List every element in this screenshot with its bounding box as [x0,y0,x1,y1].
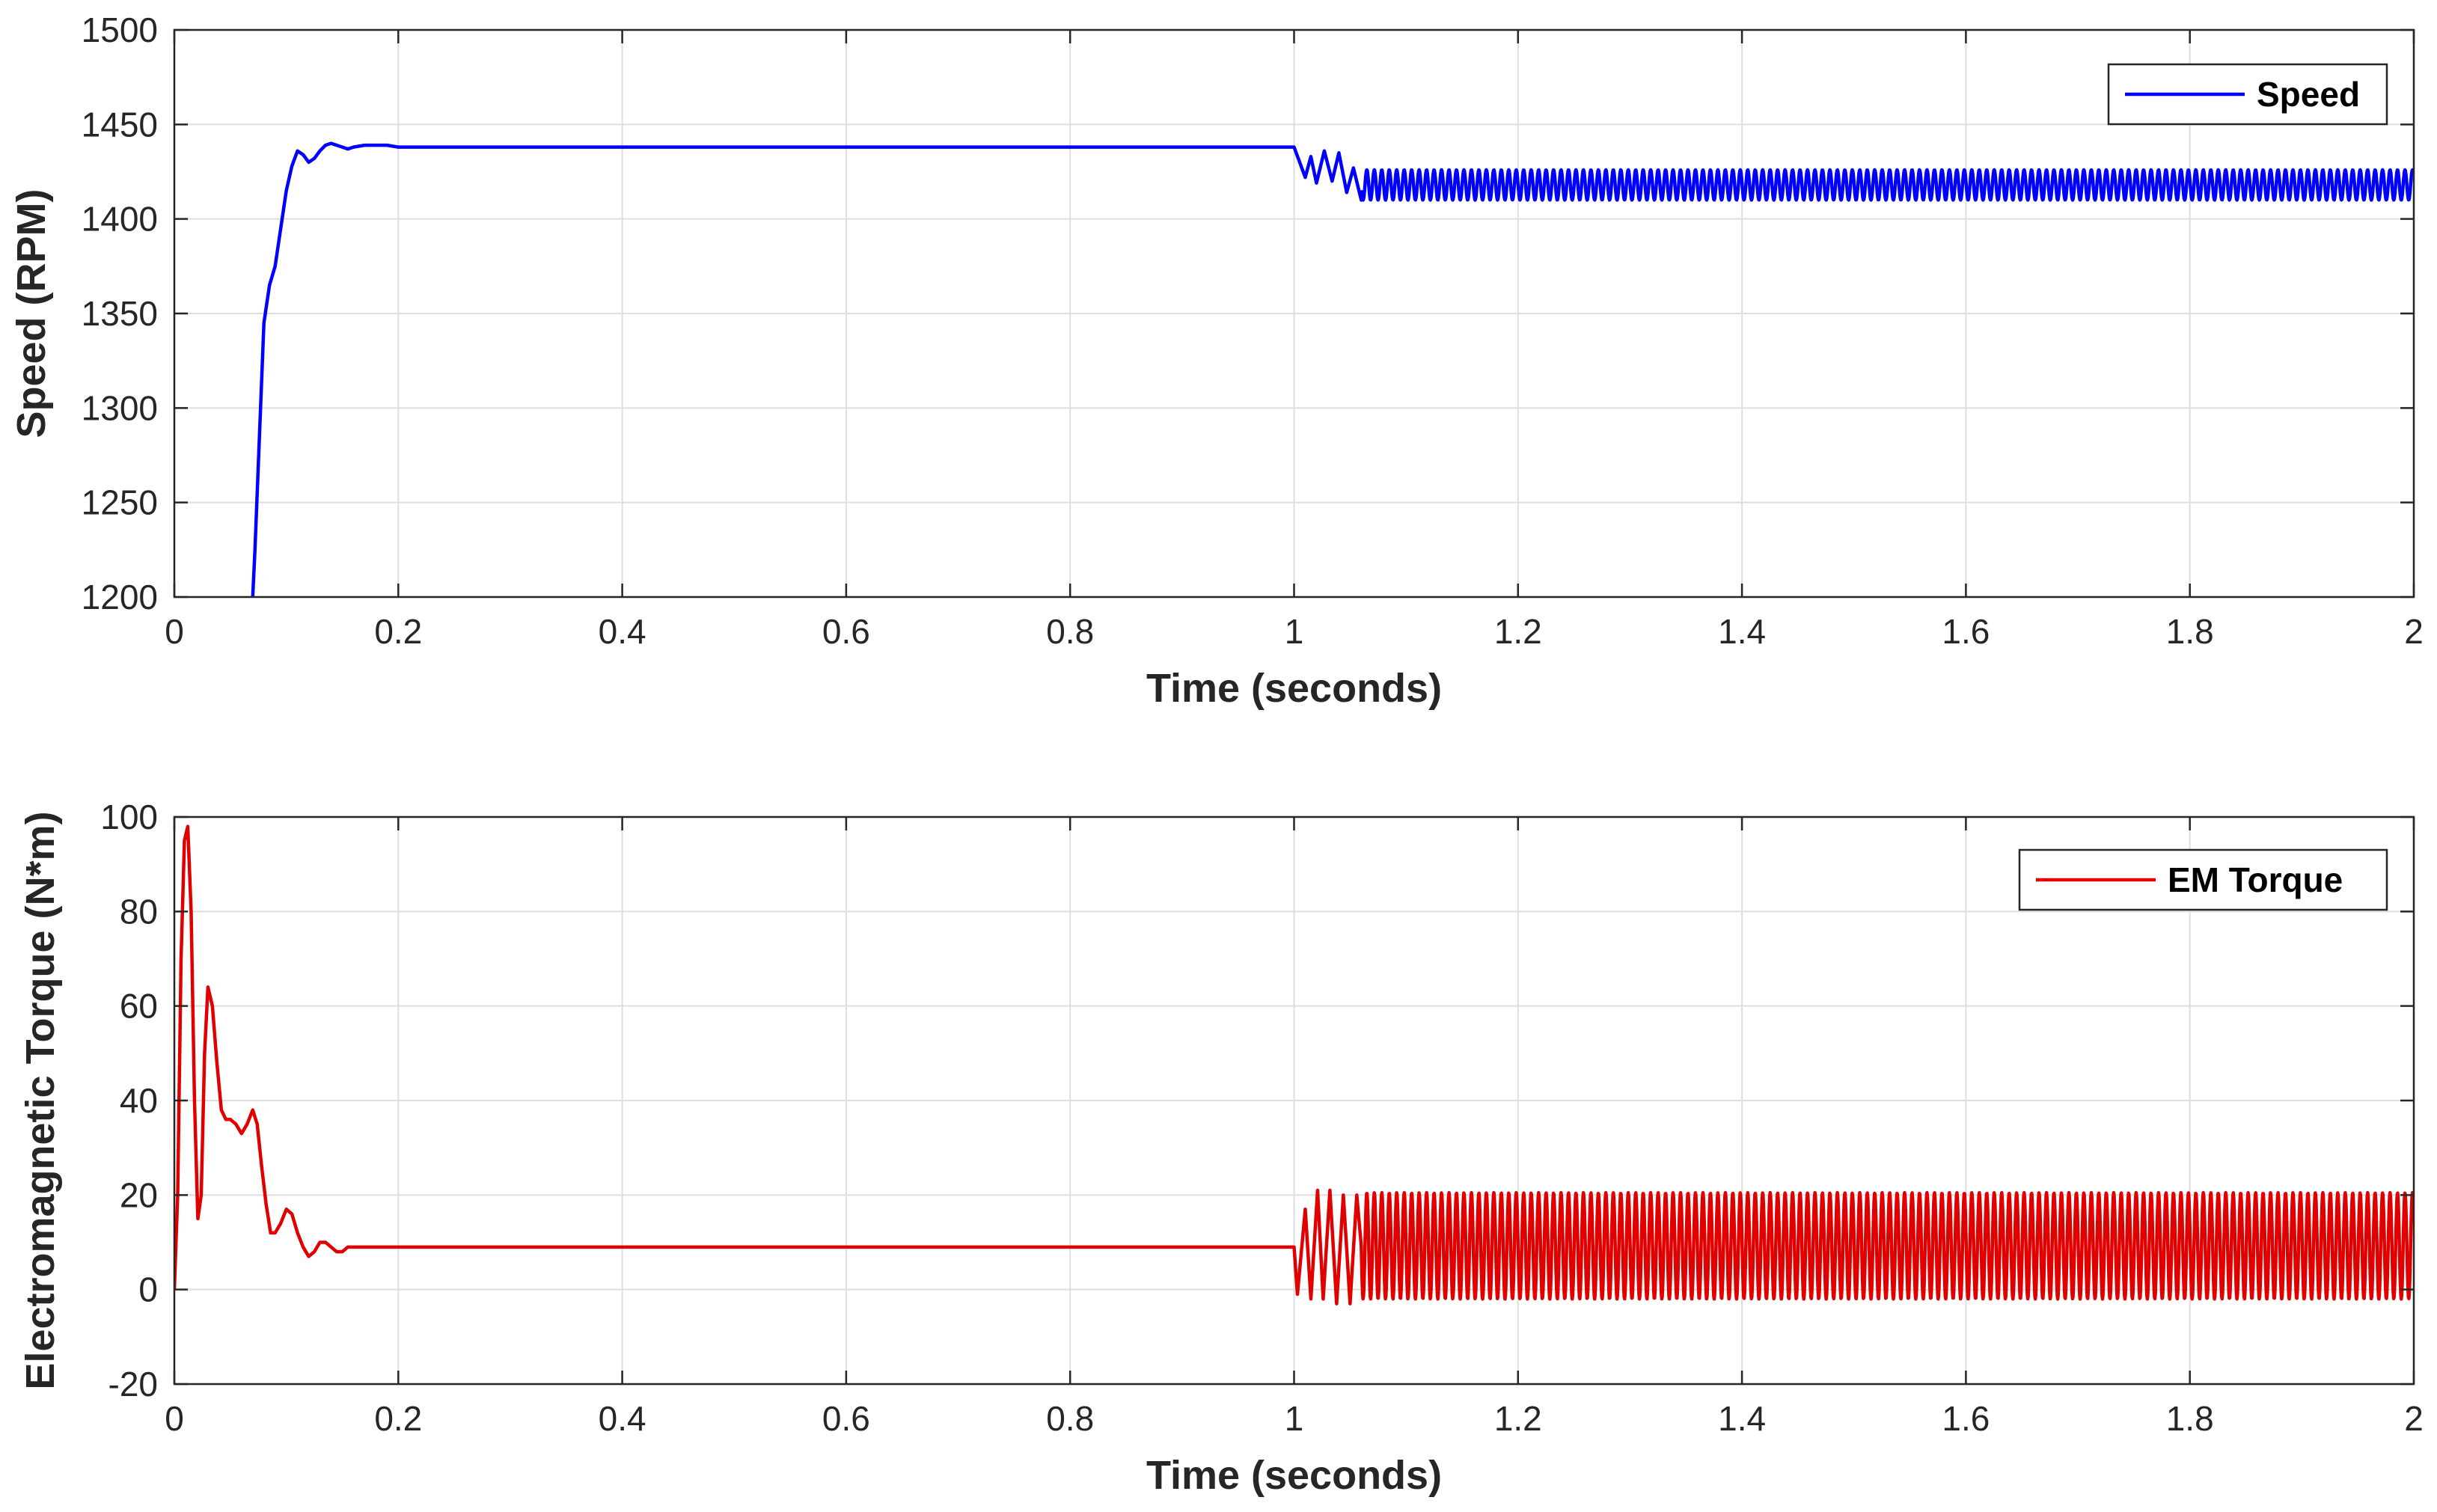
y-tick-label: 0 [138,1270,158,1309]
x-tick-label: 1.4 [1718,1399,1766,1438]
legend: EM Torque [2018,848,2388,911]
legend-label: EM Torque [2168,860,2343,899]
y-tick-label: 1400 [82,200,158,239]
x-tick-label: 1.8 [2166,1399,2214,1438]
legend: Speed [2107,63,2388,126]
x-tick-label: 0.4 [599,612,646,651]
x-tick-label: 1.8 [2166,612,2214,651]
x-axis-label: Time (seconds) [1146,1453,1442,1498]
y-tick-label: 1200 [82,578,158,616]
x-tick-label: 0.4 [599,1399,646,1438]
y-tick-label: 100 [100,798,158,836]
x-tick-label: 2 [2404,612,2424,651]
x-tick-label: 0 [165,1399,184,1438]
y-tick-label: 20 [120,1175,158,1214]
x-tick-label: 0.8 [1046,612,1094,651]
x-tick-label: 1.6 [1942,612,1990,651]
y-tick-label: 60 [120,987,158,1026]
y-tick-label: 1350 [82,294,158,333]
y-tick-label: -20 [108,1365,158,1404]
x-axis-label: Time (seconds) [1146,666,1442,711]
y-tick-label: 1450 [82,105,158,144]
y-tick-label: 40 [120,1081,158,1120]
x-tick-label: 0.2 [374,612,422,651]
x-tick-label: 1 [1285,1399,1304,1438]
x-tick-label: 0.6 [822,1399,870,1438]
x-tick-label: 0.6 [822,612,870,651]
x-tick-label: 1.6 [1942,1399,1990,1438]
x-tick-label: 2 [2404,1399,2424,1438]
legend-label: Speed [2257,75,2360,114]
y-tick-label: 1250 [82,483,158,522]
x-tick-label: 1.2 [1494,1399,1542,1438]
torque-chart: 0 0.2 0.4 0.6 0.8 1 1.2 1.4 1.6 1.8 2-200204060801… [18,798,2424,1498]
x-tick-label: 1.2 [1494,612,1542,651]
y-tick-label: 1500 [82,10,158,49]
y-axis-label: Electromagnetic Torque (N*m) [18,811,63,1389]
x-tick-label: 0 [165,612,184,651]
speed-chart: 0 0.2 0.4 0.6 0.8 1 1.2 1.4 1.6 1.8 2 1200 1250 1300 1… [9,10,2424,711]
x-tick-label: 0.8 [1046,1399,1094,1438]
y-axis-label: Speed (RPM) [9,189,54,438]
series-line-em-torque [174,824,2414,1306]
y-tick-label: 1300 [82,388,158,427]
x-tick-label: 1.4 [1718,612,1766,651]
y-tick-label: 80 [120,892,158,931]
series-line-speed [251,141,2414,597]
x-tick-label: 0.2 [374,1399,422,1438]
x-tick-label: 1 [1285,612,1304,651]
